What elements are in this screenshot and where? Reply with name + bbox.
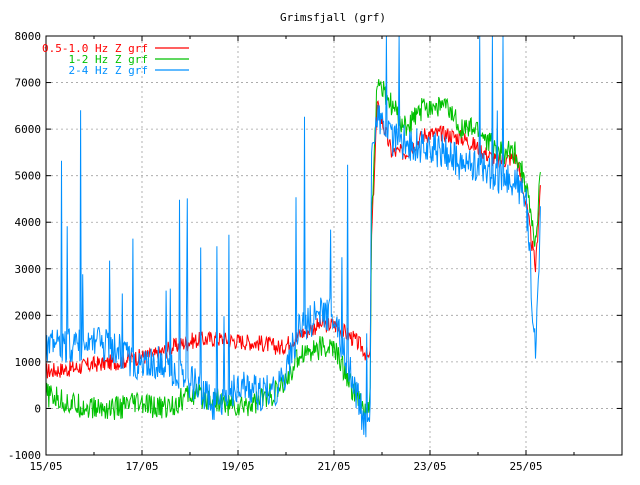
series-layer xyxy=(45,35,541,438)
y-tick-label: 1000 xyxy=(15,356,42,369)
series-line xyxy=(45,79,541,420)
legend-label: 1-2 Hz Z grf xyxy=(69,53,148,66)
y-tick-label: 8000 xyxy=(15,30,42,43)
y-tick-label: 2000 xyxy=(15,309,42,322)
series-line xyxy=(45,35,541,438)
legend-label: 0.5-1.0 Hz Z grf xyxy=(42,42,148,55)
x-tick-label: 23/05 xyxy=(413,460,446,473)
x-tick-label: 19/05 xyxy=(221,460,254,473)
x-tick-label: 15/05 xyxy=(29,460,62,473)
x-tick-label: 21/05 xyxy=(317,460,350,473)
y-tick-label: 0 xyxy=(34,402,41,415)
y-tick-label: 6000 xyxy=(15,123,42,136)
legend-label: 2-4 Hz Z grf xyxy=(69,64,148,77)
x-tick-label: 17/05 xyxy=(125,460,158,473)
y-tick-label: 4000 xyxy=(15,216,42,229)
axes: -1000 0 1000 2000 3000 4000 5000 6000 7000 8000 15… xyxy=(8,30,622,473)
y-tick-label: -1000 xyxy=(8,449,41,462)
y-tick-label: 7000 xyxy=(15,77,42,90)
y-tick-label: 3000 xyxy=(15,263,42,276)
x-tick-label: 25/05 xyxy=(509,460,542,473)
y-tick-label: 5000 xyxy=(15,170,42,183)
chart-title: Grimsfjall (grf) xyxy=(280,11,386,24)
